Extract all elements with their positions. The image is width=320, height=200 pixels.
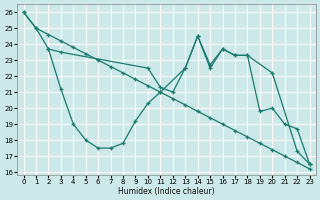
- X-axis label: Humidex (Indice chaleur): Humidex (Indice chaleur): [118, 187, 215, 196]
